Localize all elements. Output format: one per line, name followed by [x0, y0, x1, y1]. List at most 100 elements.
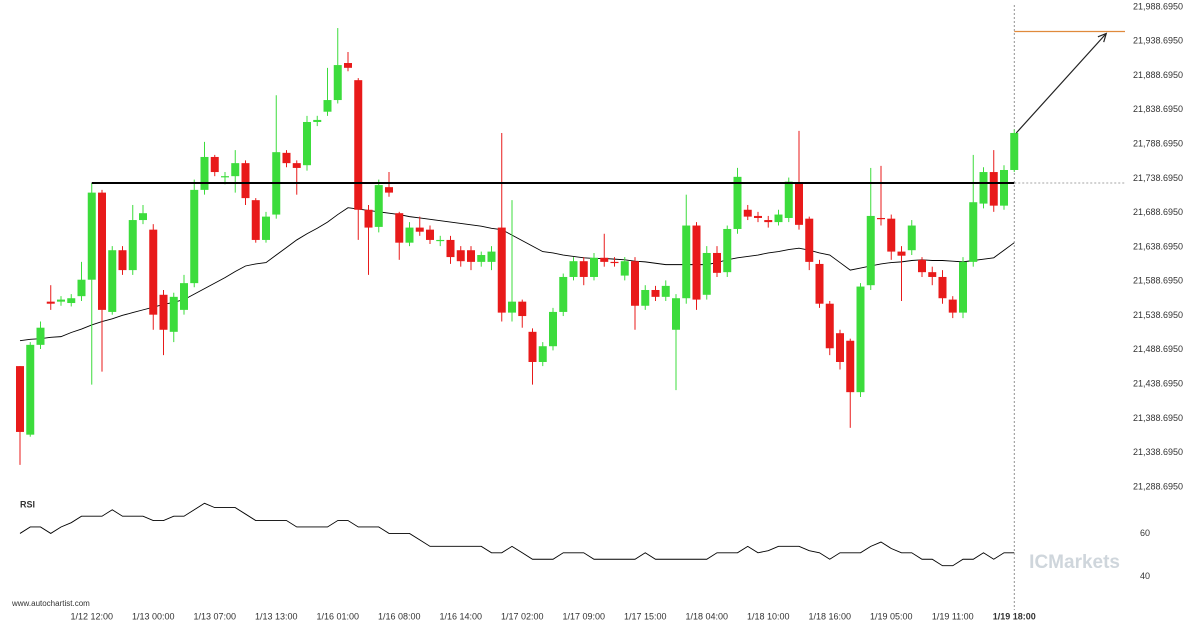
candle-body [1000, 169, 1008, 206]
candle-body [692, 225, 701, 300]
candle-body [918, 259, 926, 273]
candle-body [26, 344, 35, 435]
candle-body [641, 289, 650, 306]
candle-body [743, 209, 752, 217]
candle-body [672, 298, 680, 330]
candle-body [426, 229, 434, 240]
candle-body [508, 301, 516, 313]
candle-body [651, 289, 660, 297]
x-tick-label: 1/18 16:00 [808, 611, 851, 621]
candle-body [36, 327, 45, 345]
candle-body [139, 213, 147, 221]
candle-body [364, 209, 373, 228]
candle-body [518, 301, 527, 317]
rsi-line [19, 502, 1015, 567]
candle-body [620, 261, 629, 276]
candle-body [262, 216, 270, 240]
rsi-tick-label: 40 [1140, 571, 1150, 581]
candle-body [979, 172, 988, 204]
x-tick-label: 1/16 14:00 [439, 611, 482, 621]
candle-body [631, 261, 639, 306]
y-tick-label: 21,538.6950 [1133, 310, 1183, 320]
candle-body [549, 311, 557, 347]
rsi-tick-label: 60 [1140, 528, 1150, 538]
candle-body [46, 301, 55, 304]
candle-body [446, 239, 455, 258]
candle-body [1010, 132, 1019, 170]
candle-body [303, 121, 311, 166]
y-tick-label: 21,688.6950 [1133, 207, 1183, 217]
candle-body [149, 229, 158, 315]
candle-body [405, 227, 414, 243]
y-tick-label: 21,288.6950 [1133, 481, 1183, 491]
y-tick-label: 21,388.6950 [1133, 413, 1183, 423]
candle-body [713, 252, 721, 273]
candle-body [969, 202, 978, 262]
x-tick-label: 1/17 09:00 [562, 611, 605, 621]
y-tick-label: 21,588.6950 [1133, 276, 1183, 286]
candle-body [887, 218, 896, 252]
candle-body [764, 220, 773, 223]
candle-body [87, 192, 96, 280]
candle-body [251, 200, 260, 240]
x-tick-label: 1/13 13:00 [255, 611, 298, 621]
candle-body [846, 340, 855, 393]
candle-body [436, 239, 445, 242]
y-tick-label: 21,838.6950 [1133, 104, 1183, 114]
candle-body [395, 213, 404, 243]
x-tick-label: 1/16 01:00 [316, 611, 359, 621]
candle-body [938, 276, 947, 299]
candle-body [856, 286, 865, 393]
candle-body [282, 152, 291, 164]
candle-body [77, 279, 86, 297]
candle-body [907, 225, 916, 251]
candle-body [159, 294, 168, 330]
candle-body [948, 299, 957, 313]
candle-body [989, 172, 998, 206]
y-tick-label: 21,788.6950 [1133, 139, 1183, 149]
candle-body [959, 261, 967, 313]
candle-body [600, 257, 609, 262]
x-tick-label: 1/13 00:00 [132, 611, 175, 621]
candle-body [98, 192, 106, 310]
candle-body [221, 176, 229, 178]
candle-body [415, 227, 424, 232]
candle-body [67, 298, 76, 304]
candle-body [128, 220, 137, 271]
y-tick-label: 21,438.6950 [1133, 379, 1183, 389]
x-tick-label: 1/17 02:00 [501, 611, 544, 621]
candle-body [784, 181, 793, 218]
candle-body [231, 163, 240, 177]
x-tick-label: 1/18 04:00 [685, 611, 728, 621]
candle-body [210, 156, 219, 173]
candle-body [815, 263, 824, 304]
candle-body [682, 225, 691, 299]
y-tick-label: 21,338.6950 [1133, 447, 1183, 457]
candle-body [569, 261, 578, 277]
candle-body [313, 119, 322, 122]
y-tick-label: 21,988.6950 [1133, 1, 1183, 11]
y-tick-label: 21,738.6950 [1133, 173, 1183, 183]
candle-body [590, 257, 598, 277]
candle-body [579, 261, 588, 277]
candle-body [497, 227, 506, 313]
x-tick-label: 1/19 05:00 [870, 611, 913, 621]
candle-body [774, 214, 783, 223]
x-tick-label: 1/17 15:00 [624, 611, 667, 621]
candle-body [723, 228, 732, 273]
watermark: ICMarkets [1029, 552, 1120, 573]
candle-body [487, 251, 496, 262]
candle-body [118, 250, 127, 271]
arrow-head [1097, 32, 1108, 43]
x-tick-label: 1/12 12:00 [70, 611, 113, 621]
candle-body [795, 183, 803, 225]
candle-body [354, 80, 363, 210]
candle-body [241, 163, 250, 199]
candle-body [57, 299, 65, 302]
candle-body [180, 283, 188, 310]
candle-body [528, 331, 537, 362]
moving-average [19, 207, 1015, 342]
forecast-arrow [1015, 33, 1107, 134]
candle-body [538, 346, 547, 362]
